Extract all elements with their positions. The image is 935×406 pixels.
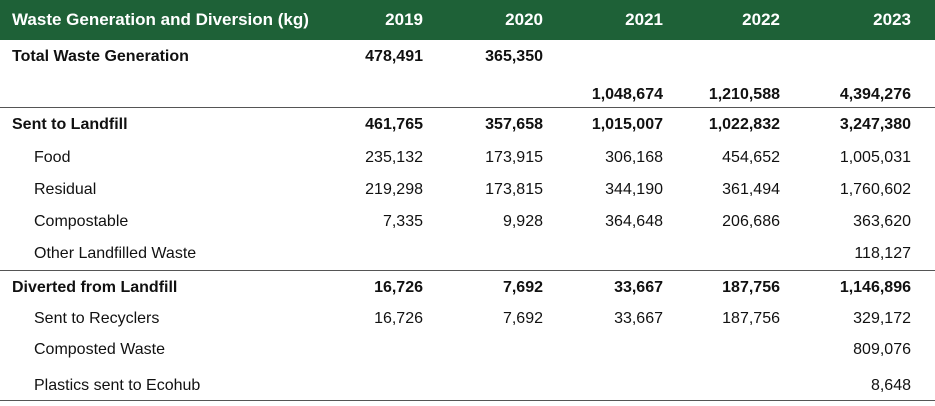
table-row: Plastics sent to Ecohub 8,648 (0, 366, 935, 406)
diverted-label: Diverted from Landfill (12, 279, 178, 296)
cell-2023: 1,005,031 (839, 149, 911, 166)
total-2021-top (567, 40, 687, 82)
diverted-2023: 1,146,896 (839, 279, 911, 296)
cell-2022: 361,494 (722, 181, 780, 198)
cell-2019 (339, 238, 447, 271)
landfill-label: Sent to Landfill (12, 116, 128, 133)
year-header-2021: 2021 (567, 0, 687, 40)
total-label: Total Waste Generation (12, 48, 189, 65)
row-label: Sent to Recyclers (34, 310, 160, 327)
year-header-2022: 2022 (687, 0, 804, 40)
landfill-row: Sent to Landfill 461,765 357,658 1,015,0… (0, 108, 935, 143)
total-2022-top (687, 40, 804, 82)
row-label: Plastics sent to Ecohub (34, 377, 201, 394)
cell-2021: 33,667 (614, 310, 663, 327)
cell-2022: 187,756 (722, 310, 780, 327)
header-row: Waste Generation and Diversion (kg) 2019… (0, 0, 935, 40)
landfill-2019: 461,765 (365, 116, 423, 133)
total-2019: 478,491 (365, 48, 423, 65)
cell-2019: 16,726 (374, 310, 423, 327)
cell-2021: 364,648 (605, 213, 663, 230)
year-header-2020: 2020 (447, 0, 567, 40)
cell-2023: 329,172 (853, 310, 911, 327)
row-label: Residual (34, 181, 97, 198)
total-2019-bottom (339, 82, 447, 108)
total-row-bottom: 1,048,674 1,210,588 4,394,276 (0, 82, 935, 108)
cell-2021: 306,168 (605, 149, 663, 166)
cell-2021: 344,190 (605, 181, 663, 198)
cell-2019 (339, 333, 447, 366)
table-row: Residual 219,298 173,815 344,190 361,494… (0, 174, 935, 206)
row-label: Composted Waste (34, 340, 166, 358)
year-header-2019: 2019 (339, 0, 447, 40)
total-2020: 365,350 (485, 48, 543, 65)
diverted-row: Diverted from Landfill 16,726 7,692 33,6… (0, 271, 935, 306)
row-label: Compostable (34, 213, 129, 230)
diverted-2019: 16,726 (374, 279, 423, 296)
table-row: Compostable 7,335 9,928 364,648 206,686 … (0, 206, 935, 238)
cell-2022 (687, 333, 804, 366)
cell-2019: 235,132 (365, 149, 423, 166)
total-2020-bottom (447, 82, 567, 108)
year-header-2023: 2023 (804, 0, 935, 40)
cell-2020: 7,692 (502, 310, 543, 327)
table-row: Composted Waste 809,076 (0, 333, 935, 366)
landfill-2023: 3,247,380 (839, 116, 911, 133)
total-row-top: Total Waste Generation 478,491 365,350 (0, 40, 935, 82)
cell-2022 (687, 238, 804, 271)
table-row: Other Landfilled Waste 118,127 (0, 238, 935, 271)
cell-2020: 173,915 (485, 149, 543, 166)
cell-2023: 809,076 (853, 340, 911, 358)
diverted-2022: 187,756 (722, 279, 780, 296)
table-row: Food 235,132 173,915 306,168 454,652 1,0… (0, 142, 935, 174)
cell-2020 (447, 333, 567, 366)
cell-2022: 206,686 (722, 213, 780, 230)
cell-2021 (567, 238, 687, 271)
total-2022: 1,210,588 (687, 82, 804, 108)
landfill-2021: 1,015,007 (591, 116, 663, 133)
cell-2023: 118,127 (804, 238, 935, 271)
cell-2019: 219,298 (365, 181, 423, 198)
cell-2020 (447, 238, 567, 271)
cell-2020: 9,928 (502, 213, 543, 230)
row-label: Other Landfilled Waste (0, 238, 339, 271)
cell-2023: 8,648 (870, 377, 911, 394)
table-title: Waste Generation and Diversion (kg) (0, 0, 339, 40)
diverted-2020: 7,692 (502, 279, 543, 296)
cell-2021 (567, 333, 687, 366)
row-label: Food (34, 149, 71, 166)
landfill-2020: 357,658 (485, 116, 543, 133)
table-bottom-rule (0, 400, 935, 401)
cell-2023: 363,620 (853, 213, 911, 230)
cell-2022: 454,652 (722, 149, 780, 166)
total-2023: 4,394,276 (804, 82, 935, 108)
total-label-spacer (0, 82, 339, 108)
table-row: Sent to Recyclers 16,726 7,692 33,667 18… (0, 305, 935, 333)
total-2023-top (804, 40, 935, 82)
total-2021: 1,048,674 (567, 82, 687, 108)
diverted-2021: 33,667 (614, 279, 663, 296)
cell-2023: 1,760,602 (839, 181, 911, 198)
cell-2019: 7,335 (382, 213, 423, 230)
cell-2020: 173,815 (485, 181, 543, 198)
landfill-2022: 1,022,832 (708, 116, 780, 133)
